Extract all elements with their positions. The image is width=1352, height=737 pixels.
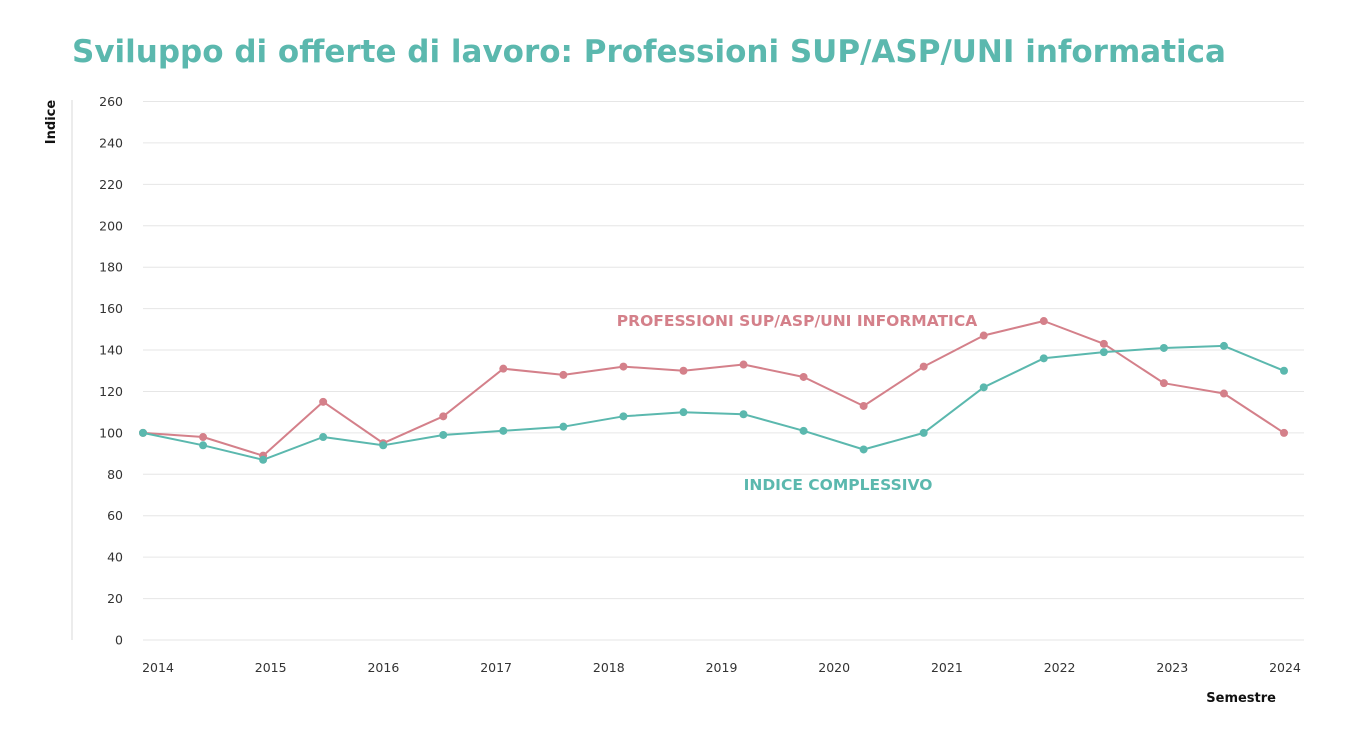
data-point (379, 441, 388, 450)
data-point (919, 362, 928, 371)
data-point (319, 397, 328, 406)
y-tick-label: 120 (99, 384, 123, 399)
data-point (739, 360, 748, 369)
data-point (1039, 317, 1048, 326)
y-tick-label: 0 (115, 633, 123, 648)
data-point (859, 445, 868, 454)
data-point (739, 410, 748, 419)
data-point (199, 441, 208, 450)
y-tick-label: 160 (99, 301, 123, 316)
y-tick-label: 200 (99, 218, 123, 233)
y-tick-label: 180 (99, 260, 123, 275)
series-labels: PROFESSIONI SUP/ASP/UNI INFORMATICA INDIC… (617, 312, 977, 494)
y-axis-label: Indice (44, 100, 59, 145)
data-point (139, 428, 147, 437)
data-point (859, 401, 868, 410)
x-tick-label: 2017 (480, 660, 512, 675)
y-tick-label: 80 (107, 467, 123, 482)
data-point (979, 331, 988, 340)
y-tick-label: 220 (99, 177, 123, 192)
data-point (799, 426, 808, 435)
x-tick-label: 2022 (1044, 660, 1076, 675)
x-tick-label: 2024 (1269, 660, 1301, 675)
data-point (1039, 354, 1048, 363)
data-point (559, 370, 568, 379)
data-point (199, 433, 208, 442)
gridlines (143, 101, 1304, 641)
data-point (499, 426, 508, 435)
data-point (1159, 379, 1168, 388)
x-tick-labels: 2014 2015 2016 2017 2018 2019 2020 2021 2022 2023… (142, 660, 1301, 675)
y-tick-label: 40 (107, 550, 123, 565)
data-point (319, 433, 328, 442)
y-tick-label: 20 (107, 591, 123, 606)
x-tick-label: 2016 (367, 660, 399, 675)
x-axis-label: Semestre (1206, 691, 1276, 706)
data-point (499, 364, 508, 373)
data-point (979, 383, 988, 392)
chart-title: Sviluppo di offerte di lavoro: Professio… (72, 34, 1226, 70)
series-line-1 (142, 344, 1285, 461)
y-tick-label: 140 (99, 343, 123, 358)
data-point (1280, 428, 1288, 437)
x-tick-label: 2014 (142, 660, 174, 675)
data-point (799, 372, 808, 381)
x-tick-label: 2018 (593, 660, 625, 675)
data-point (619, 412, 628, 421)
x-tick-label: 2023 (1156, 660, 1188, 675)
y-tick-labels: 0 20 40 60 80 100 120 140 160 180 200 220 240 260 (99, 94, 123, 648)
data-point (1219, 389, 1228, 398)
series-label: INDICE COMPLESSIVO (744, 476, 933, 494)
series-label: PROFESSIONI SUP/ASP/UNI INFORMATICA (617, 312, 977, 330)
y-tick-label: 260 (99, 94, 123, 109)
x-tick-label: 2020 (818, 660, 850, 675)
data-point (1219, 341, 1228, 350)
data-point (1099, 348, 1108, 357)
y-tick-label: 100 (99, 425, 123, 440)
data-point (259, 455, 268, 464)
x-tick-label: 2015 (255, 660, 287, 675)
data-point (679, 366, 688, 375)
data-point (559, 422, 568, 431)
data-point (439, 412, 448, 421)
data-point (619, 362, 628, 371)
y-tick-label: 60 (107, 508, 123, 523)
data-point (679, 408, 688, 417)
data-point (439, 430, 448, 439)
data-point (919, 428, 928, 437)
x-tick-label: 2021 (931, 660, 963, 675)
series-line-0 (142, 320, 1285, 457)
series-lines (139, 317, 1288, 464)
y-tick-label: 240 (99, 135, 123, 150)
x-tick-label: 2019 (706, 660, 738, 675)
data-point (1099, 339, 1108, 348)
data-point (1159, 343, 1168, 352)
data-point (1280, 366, 1288, 375)
